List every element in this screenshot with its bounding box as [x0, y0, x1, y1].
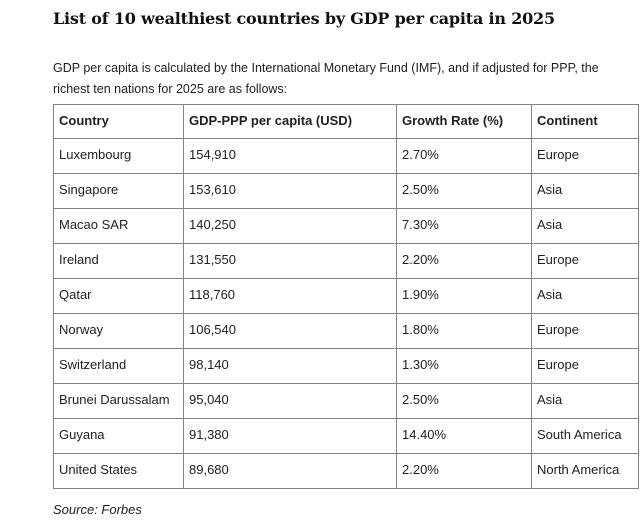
table-row: Luxembourg 154,910 2.70% Europe — [53, 138, 639, 174]
table-cell: 106,540 — [183, 313, 397, 349]
table-cell: Guyana — [53, 418, 184, 454]
table-cell: 131,550 — [183, 243, 397, 279]
table-cell: Europe — [531, 243, 639, 279]
column-header: GDP-PPP per capita (USD) — [183, 104, 397, 139]
table-cell: Asia — [531, 208, 639, 244]
table-cell: 1.80% — [396, 313, 532, 349]
table-cell: Singapore — [53, 173, 184, 209]
intro-line-1: GDP per capita is calculated by the Inte… — [53, 61, 599, 75]
table-cell: 2.50% — [396, 383, 532, 419]
table-cell: 118,760 — [183, 278, 397, 314]
table-cell: 2.20% — [396, 243, 532, 279]
source-note: Source: Forbes — [53, 502, 142, 517]
table-cell: 2.20% — [396, 453, 532, 489]
table-cell: Macao SAR — [53, 208, 184, 244]
table-head: Country GDP-PPP per capita (USD) Growth Ra… — [53, 104, 639, 139]
table-cell: Europe — [531, 348, 639, 384]
table-cell: 14.40% — [396, 418, 532, 454]
table-cell: South America — [531, 418, 639, 454]
table-cell: Asia — [531, 173, 639, 209]
table-cell: Europe — [531, 138, 639, 174]
table-cell: 153,610 — [183, 173, 397, 209]
table-cell: Norway — [53, 313, 184, 349]
table-cell: Luxembourg — [53, 138, 184, 174]
page-title: List of 10 wealthiest countries by GDP p… — [53, 9, 555, 28]
table-cell: 95,040 — [183, 383, 397, 419]
table-cell: 154,910 — [183, 138, 397, 174]
table-header-row: Country GDP-PPP per capita (USD) Growth Ra… — [53, 104, 639, 139]
table-cell: 2.50% — [396, 173, 532, 209]
column-header: Country — [53, 104, 184, 139]
table-row: Ireland 131,550 2.20% Europe — [53, 243, 639, 279]
table-cell: 91,380 — [183, 418, 397, 454]
table-cell: 89,680 — [183, 453, 397, 489]
table-cell: 1.30% — [396, 348, 532, 384]
table-row: Guyana 91,380 14.40% South America — [53, 418, 639, 454]
intro-paragraph: GDP per capita is calculated by the Inte… — [53, 58, 638, 100]
table-cell: Asia — [531, 383, 639, 419]
table-row: Macao SAR 140,250 7.30% Asia — [53, 208, 639, 244]
gdp-table: Country GDP-PPP per capita (USD) Growth Ra… — [53, 104, 639, 489]
table-cell: 7.30% — [396, 208, 532, 244]
table-cell: 1.90% — [396, 278, 532, 314]
column-header: Growth Rate (%) — [396, 104, 532, 139]
table-row: Qatar 118,760 1.90% Asia — [53, 278, 639, 314]
table-cell: 140,250 — [183, 208, 397, 244]
table-row: United States 89,680 2.20% North America — [53, 453, 639, 489]
table-cell: Asia — [531, 278, 639, 314]
table-cell: Qatar — [53, 278, 184, 314]
table-cell: North America — [531, 453, 639, 489]
table-cell: Switzerland — [53, 348, 184, 384]
table-cell: 98,140 — [183, 348, 397, 384]
table-cell: United States — [53, 453, 184, 489]
table-row: Switzerland 98,140 1.30% Europe — [53, 348, 639, 384]
table-row: Singapore 153,610 2.50% Asia — [53, 173, 639, 209]
table-body: Luxembourg 154,910 2.70% Europe Singapore 153… — [53, 138, 639, 489]
table-row: Norway 106,540 1.80% Europe — [53, 313, 639, 349]
table-cell: Europe — [531, 313, 639, 349]
column-header: Continent — [531, 104, 639, 139]
table-cell: Brunei Darussalam — [53, 383, 184, 419]
table-cell: Ireland — [53, 243, 184, 279]
intro-line-2: richest ten nations for 2025 are as foll… — [53, 82, 288, 96]
table-row: Brunei Darussalam 95,040 2.50% Asia — [53, 383, 639, 419]
table-cell: 2.70% — [396, 138, 532, 174]
